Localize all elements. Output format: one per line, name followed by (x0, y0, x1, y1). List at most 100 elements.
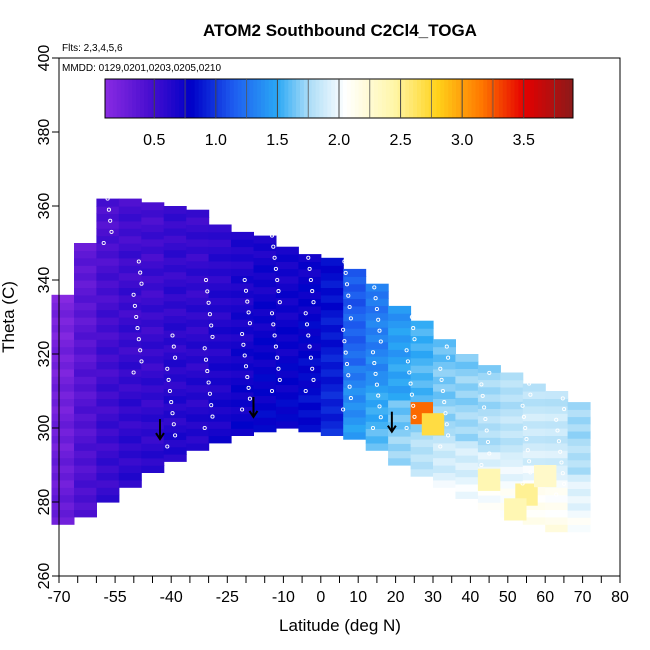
heat-cell (365, 356, 389, 364)
sample-point (343, 350, 348, 355)
heat-cell (343, 409, 367, 418)
heat-cell (545, 450, 569, 459)
colorbar-segment (358, 79, 363, 118)
colorbar-segment (545, 79, 551, 118)
heat-cell (163, 257, 187, 265)
heat-cell (231, 428, 254, 436)
heat-cell (522, 457, 546, 466)
heat-cell (455, 375, 479, 384)
sample-point (442, 400, 447, 405)
heat-cell (141, 428, 165, 437)
heat-cell (343, 291, 367, 300)
heat-cell (96, 302, 120, 311)
heat-cell (343, 320, 367, 329)
sample-point (240, 407, 245, 412)
sample-point (409, 314, 414, 320)
heat-cell (74, 413, 97, 422)
colorbar (104, 78, 574, 119)
heat-cell (320, 339, 344, 348)
heat-cell (186, 348, 210, 357)
sample-point (523, 425, 528, 431)
heat-cell (231, 239, 254, 248)
heat-cell (163, 227, 187, 236)
sample-point (370, 350, 376, 355)
x-tick-label: -25 (216, 589, 239, 606)
heat-cell (253, 344, 277, 353)
sample-point (306, 333, 311, 338)
heat-cell (275, 399, 299, 407)
heat-cell (74, 479, 97, 488)
heat-cell (163, 278, 187, 287)
heat-cell (275, 304, 299, 313)
heat-cell (275, 362, 299, 371)
heat-cell (477, 451, 501, 460)
heat-cell (388, 385, 412, 394)
heat-cell (74, 339, 97, 348)
sample-point (105, 196, 110, 201)
sample-point (484, 428, 489, 433)
heat-cell (186, 224, 210, 233)
heat-cell (320, 428, 344, 436)
colorbar-segment (378, 79, 383, 118)
heat-cell (320, 354, 344, 362)
heat-cell (567, 524, 591, 533)
heat-cell (141, 406, 165, 415)
heat-cell (477, 401, 501, 409)
heat-cell (186, 428, 210, 437)
heat-cell (141, 231, 165, 240)
heat-cell (141, 260, 165, 269)
heat-cell (320, 287, 344, 296)
heat-cell (365, 421, 389, 429)
heat-cell (51, 428, 75, 436)
heat-cell (118, 228, 142, 237)
heat-cell (163, 432, 187, 440)
colorbar-segment (335, 79, 340, 118)
heat-cell (410, 328, 434, 337)
heat-cell (320, 257, 344, 266)
colorbar-segment (541, 79, 547, 118)
sample-point (206, 380, 211, 385)
colorbar-segment (502, 79, 508, 118)
heat-cell (208, 297, 232, 306)
heat-cell (388, 363, 412, 372)
heat-cell (253, 366, 277, 375)
sample-point (173, 433, 178, 438)
heat-cell (500, 372, 524, 381)
colorbar-segment (534, 79, 539, 118)
sample-point (206, 300, 211, 305)
heat-cell (320, 309, 344, 318)
heat-cell (141, 304, 165, 313)
heat-cell (433, 376, 456, 385)
heat-cell (433, 405, 456, 414)
sample-point (558, 449, 563, 454)
colorbar-segment (401, 79, 406, 118)
colorbar-tick-labels: 0.5 1.0 1.5 2.0 2.5 3.0 3.5 (143, 132, 535, 149)
heat-cell (522, 383, 546, 392)
heat-cell (410, 365, 434, 374)
heat-cell (96, 265, 120, 274)
heat-cell (298, 342, 322, 351)
heat-cell (118, 442, 142, 451)
heat-cell (275, 319, 299, 328)
heat-cell (74, 457, 97, 466)
heat-cell (275, 312, 299, 320)
heat-cell (51, 442, 75, 451)
heat-cell (253, 380, 277, 389)
heat-cell (51, 509, 75, 518)
colorbar-segment (389, 79, 395, 118)
sample-point (247, 396, 252, 401)
colorbar-tick-label: 3.5 (513, 132, 535, 149)
heat-cell (522, 405, 546, 414)
heat-cell (477, 422, 501, 431)
sample-point (348, 316, 353, 321)
heat-cell (567, 438, 591, 446)
heat-cell (118, 302, 142, 311)
hotspot-layer (410, 402, 557, 521)
colorbar-segment (296, 79, 301, 118)
colorbar-segment (530, 79, 535, 118)
heat-cell (275, 261, 299, 270)
sample-point (404, 348, 409, 353)
heat-cell (567, 502, 591, 511)
heat-cell (208, 275, 232, 284)
heat-cell (410, 335, 434, 344)
